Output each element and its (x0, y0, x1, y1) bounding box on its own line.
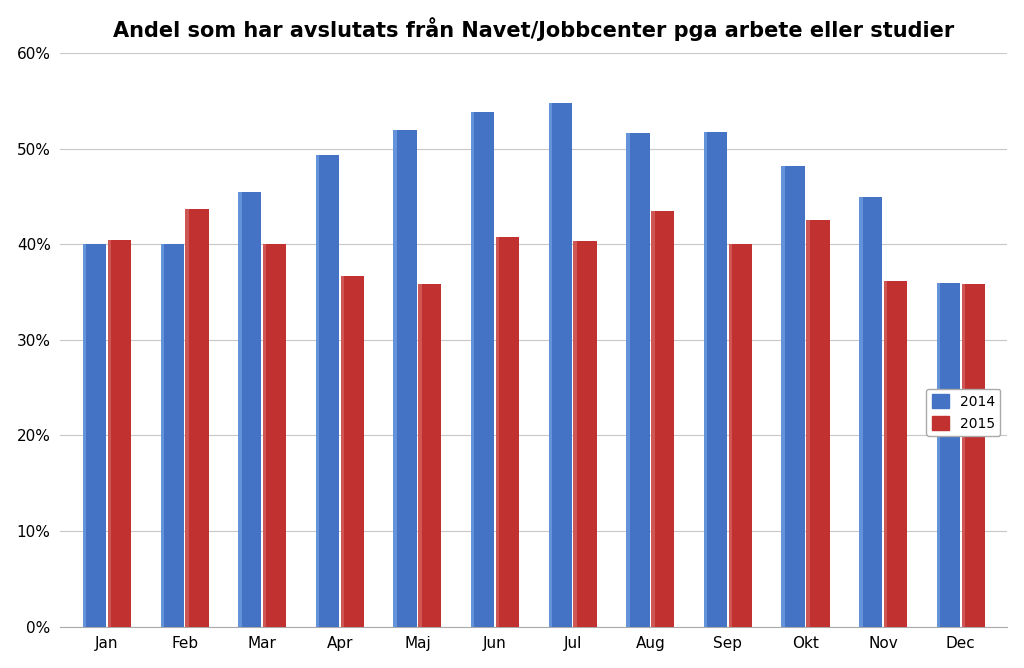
Bar (729, 244, 732, 627)
Bar (573, 241, 597, 627)
Bar (806, 220, 829, 627)
Legend: 2014, 2015: 2014, 2015 (927, 389, 1000, 436)
Bar (884, 281, 888, 627)
Bar (859, 196, 862, 627)
Bar (884, 281, 907, 627)
Bar (263, 244, 287, 627)
Bar (161, 244, 183, 627)
Bar (239, 192, 261, 627)
Bar (651, 211, 675, 627)
Bar (937, 283, 959, 627)
Bar (185, 209, 209, 627)
Bar (418, 285, 441, 627)
Bar (418, 285, 422, 627)
Bar (471, 112, 474, 627)
Bar (549, 103, 571, 627)
Bar (341, 276, 364, 627)
Bar (806, 220, 810, 627)
Bar (781, 166, 785, 627)
Bar (108, 240, 112, 627)
Bar (962, 285, 965, 627)
Bar (859, 196, 883, 627)
Bar (263, 244, 266, 627)
Bar (83, 244, 86, 627)
Bar (627, 132, 649, 627)
Bar (83, 244, 106, 627)
Bar (471, 112, 495, 627)
Bar (341, 276, 344, 627)
Bar (185, 209, 188, 627)
Bar (703, 132, 708, 627)
Bar (315, 156, 319, 627)
Bar (729, 244, 752, 627)
Bar (393, 130, 417, 627)
Bar (239, 192, 242, 627)
Bar (703, 132, 727, 627)
Bar (496, 236, 519, 627)
Bar (315, 156, 339, 627)
Bar (962, 285, 985, 627)
Bar (937, 283, 940, 627)
Bar (549, 103, 552, 627)
Bar (781, 166, 805, 627)
Bar (393, 130, 397, 627)
Bar (161, 244, 164, 627)
Bar (573, 241, 577, 627)
Title: Andel som har avslutats från Navet/Jobbcenter pga arbete eller studier: Andel som har avslutats från Navet/Jobbc… (114, 17, 954, 41)
Bar (627, 132, 630, 627)
Bar (108, 240, 131, 627)
Bar (496, 236, 500, 627)
Bar (651, 211, 654, 627)
